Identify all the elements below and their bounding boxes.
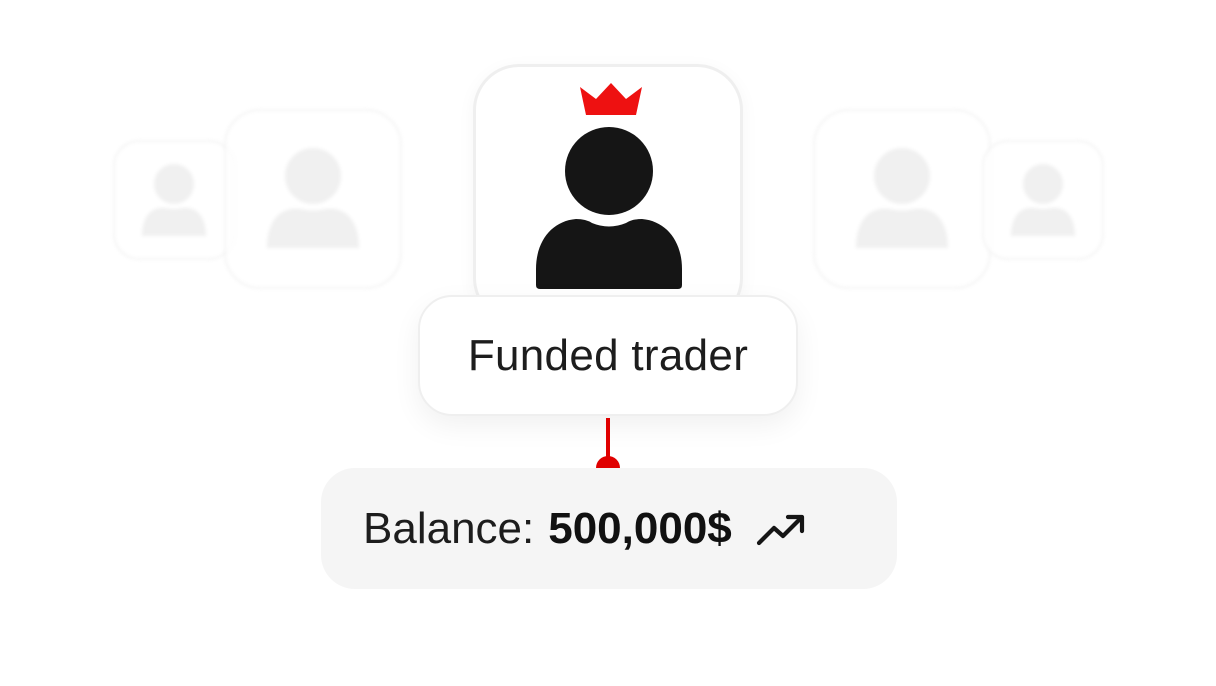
crown-icon [580, 83, 642, 115]
balance-pill: Balance: 500,000$ [321, 468, 897, 589]
user-card-far-left [113, 140, 235, 260]
role-label: Funded trader [418, 295, 798, 416]
balance-label: Balance: [363, 503, 535, 553]
trending-up-icon [756, 512, 806, 546]
user-card-right [813, 109, 991, 289]
connector-line [606, 418, 610, 466]
funded-trader-card [473, 64, 743, 324]
user-icon [267, 148, 359, 248]
user-card-far-right [982, 140, 1104, 260]
user-icon [142, 164, 206, 236]
user-card-left [224, 109, 402, 289]
user-icon [1011, 164, 1075, 236]
user-icon [856, 148, 948, 248]
balance-value: 500,000$ [548, 503, 732, 553]
crowned-user-icon [536, 83, 682, 289]
